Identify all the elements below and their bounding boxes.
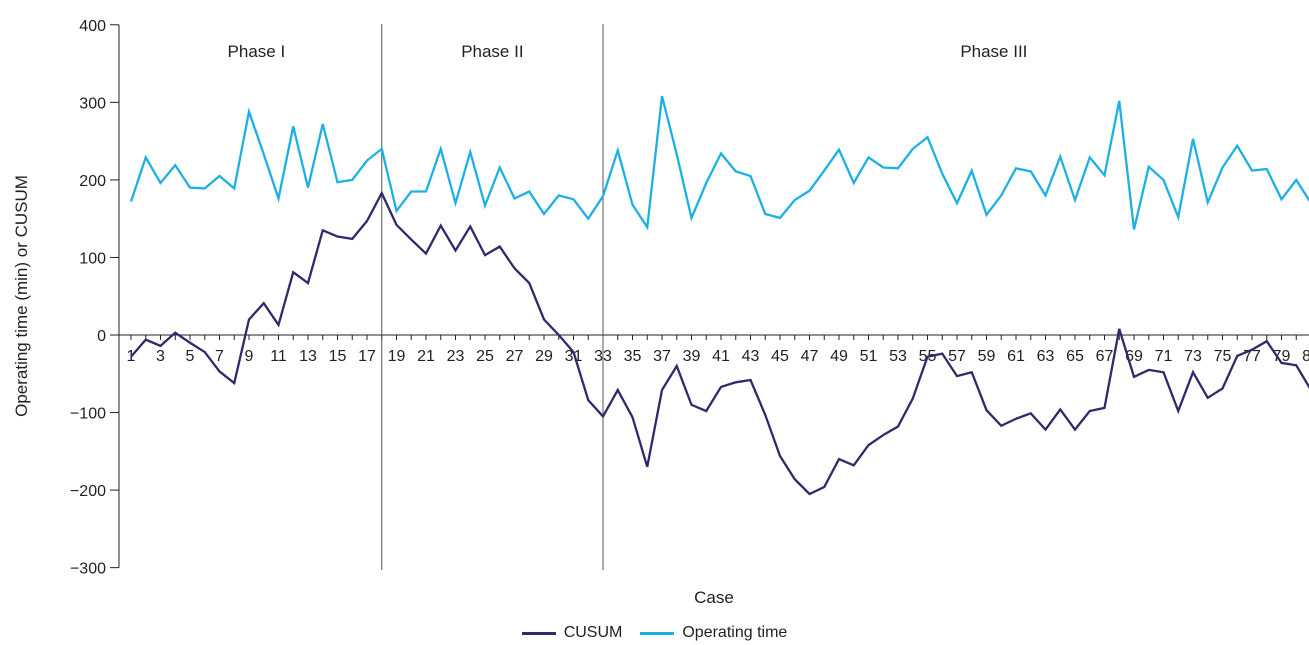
x-tick-label: 5 <box>186 348 195 365</box>
x-tick-label: 21 <box>417 348 435 365</box>
series-layer <box>129 95 1309 496</box>
x-tick-label: 75 <box>1214 348 1232 365</box>
x-tick-label: 9 <box>245 348 254 365</box>
x-tick-label: 35 <box>624 348 642 365</box>
x-tick-label: 13 <box>299 348 317 365</box>
legend-item-cusum: CUSUM <box>521 624 623 642</box>
x-tick-label: 79 <box>1273 348 1291 365</box>
x-tick-label: 3 <box>156 348 165 365</box>
x-tick-label: 73 <box>1184 348 1202 365</box>
x-tick-label: 23 <box>447 348 465 365</box>
cusum-series-line <box>130 190 1309 496</box>
x-tick-label: 65 <box>1066 348 1084 365</box>
operating-time-swatch <box>640 631 675 635</box>
y-tick-label: 400 <box>79 18 106 35</box>
operating-time-series-line <box>129 95 1309 231</box>
x-tick-label: 25 <box>476 348 494 365</box>
x-tick-label: 63 <box>1037 348 1055 365</box>
phase-boundaries: Phase I Phase II Phase III <box>228 24 1027 570</box>
legend-item-operating-time: Operating time <box>640 624 787 642</box>
phase-label: Phase III <box>960 42 1027 61</box>
x-tick-label: 71 <box>1155 348 1173 365</box>
y-tick-label: 100 <box>79 250 106 267</box>
x-tick-label: 57 <box>948 348 966 365</box>
x-tick-label: 37 <box>653 348 671 365</box>
x-tick-label: 67 <box>1096 348 1114 365</box>
x-tick-label: 61 <box>1007 348 1025 365</box>
y-tick-label: 300 <box>79 95 106 112</box>
x-tick-label: 39 <box>683 348 701 365</box>
phase-label: Phase I <box>228 42 286 61</box>
x-tick-label: 81 <box>1302 348 1309 365</box>
x-axis-title: Case <box>694 588 734 607</box>
y-tick-label: −300 <box>70 561 106 578</box>
x-tick-label: 19 <box>388 348 406 365</box>
legend: CUSUM Operating time <box>0 622 1309 644</box>
phase-label: Phase II <box>461 42 523 61</box>
x-tick-label: 11 <box>270 348 287 365</box>
x-tick-label: 27 <box>506 348 524 365</box>
y-tick-label: 200 <box>79 173 106 190</box>
y-tick-label: −200 <box>70 483 106 500</box>
x-tick-label: 47 <box>801 348 819 365</box>
x-tick-label: 53 <box>889 348 907 365</box>
y-axis-title: Operating time (min) or CUSUM <box>12 175 31 417</box>
legend-label-cusum: CUSUM <box>563 624 623 641</box>
x-tick-label: 59 <box>978 348 996 365</box>
x-tick-label: 17 <box>358 348 376 365</box>
legend-label-operating-time: Operating time <box>682 624 788 641</box>
x-tick-label: 49 <box>830 348 848 365</box>
x-tick-label: 45 <box>771 348 789 365</box>
y-tick-label: −100 <box>70 406 106 423</box>
x-tick-label: 43 <box>742 348 760 365</box>
x-tick-label: 7 <box>215 348 224 365</box>
x-tick-label: 51 <box>860 348 878 365</box>
x-tick-label: 15 <box>329 348 347 365</box>
cusum-swatch <box>521 631 556 635</box>
y-tick-label: 0 <box>97 328 106 345</box>
x-tick-label: 31 <box>565 348 583 365</box>
x-tick-label: 41 <box>712 348 730 365</box>
x-tick-label: 29 <box>535 348 553 365</box>
